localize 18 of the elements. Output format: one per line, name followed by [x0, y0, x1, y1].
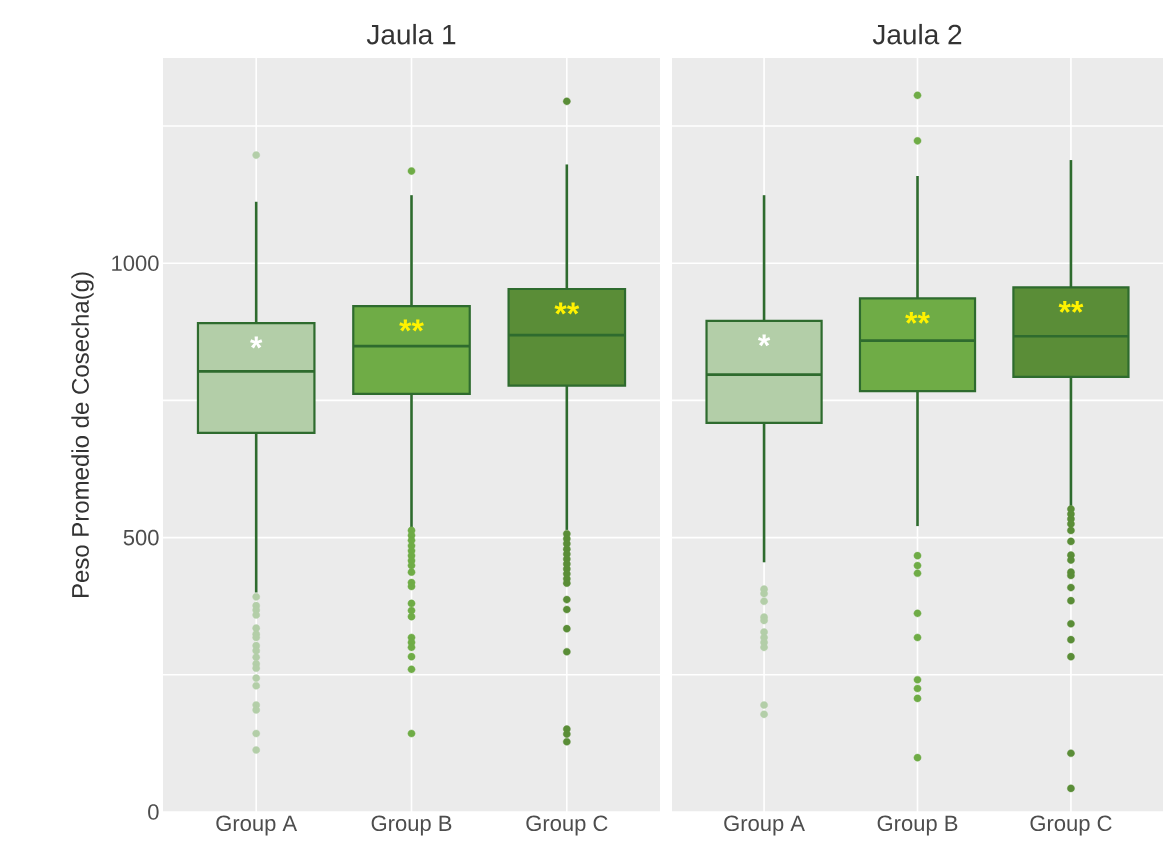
annotation: *	[757, 334, 771, 347]
y-axis-title: Peso Promedio de Cosecha(g)	[71, 272, 94, 598]
chart-title: Jaula 2	[872, 23, 962, 45]
x-tick-label: Group B	[371, 815, 452, 836]
x-tick-label: Group C	[526, 815, 608, 836]
x-tick-label: Group A	[216, 815, 298, 836]
y-tick-label: 0	[148, 804, 159, 820]
y-tick-label: 500	[123, 529, 159, 546]
x-tick-label: Group B	[877, 815, 958, 836]
annotation: **	[399, 319, 424, 332]
annotation: *	[250, 336, 263, 349]
chart-title: Jaula 1	[366, 23, 456, 45]
annotation: **	[905, 311, 930, 324]
x-tick-label: Group A	[724, 815, 805, 836]
x-tick-label: Group C	[1030, 815, 1112, 836]
y-tick-label: 1000	[112, 255, 159, 272]
annotation: **	[554, 302, 580, 315]
annotation: **	[1058, 300, 1084, 313]
